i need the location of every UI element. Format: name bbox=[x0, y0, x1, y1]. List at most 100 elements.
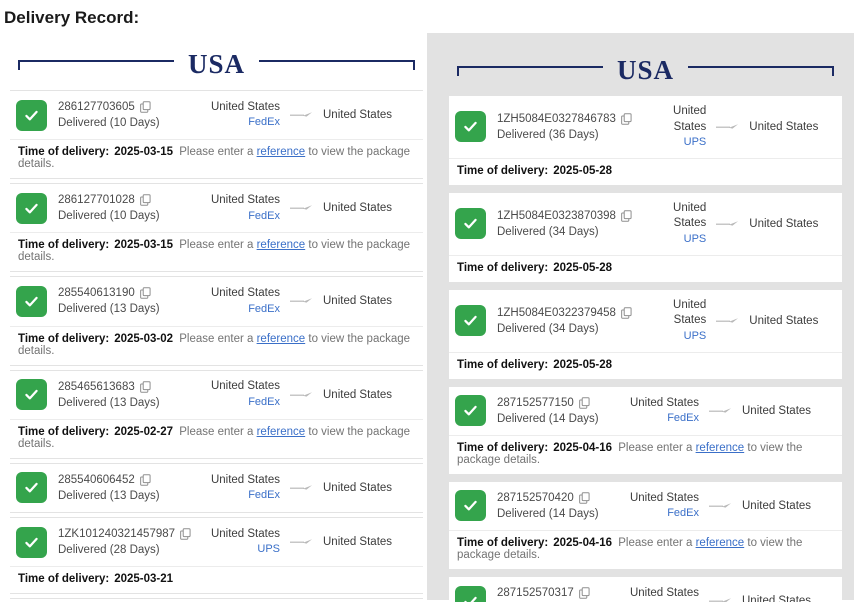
tracking-row: 285465613683 Delivered (13 Days) United … bbox=[10, 371, 423, 419]
reference-link[interactable]: reference bbox=[695, 441, 745, 454]
delivery-date: 2025-03-15 bbox=[114, 239, 174, 252]
destination-country: United States bbox=[323, 536, 393, 549]
tracking-info: 1ZH5084E0322379458 Delivered (34 Days) bbox=[497, 305, 632, 337]
delivery-entry: 286127701028 Delivered (10 Days) United … bbox=[10, 183, 423, 273]
delivery-entry: 287152577150 Delivered (14 Days) United … bbox=[449, 386, 842, 474]
delivery-status: Delivered (10 Days) bbox=[58, 117, 160, 130]
delivery-date: 2025-03-21 bbox=[114, 573, 174, 586]
tracking-info: 1ZH5084E0327846783 Delivered (36 Days) bbox=[497, 111, 632, 143]
reference-note: Please enter a reference to view the pac… bbox=[18, 426, 410, 450]
carrier-link[interactable]: FedEx bbox=[248, 489, 280, 502]
copy-icon[interactable] bbox=[578, 587, 590, 599]
reference-link[interactable]: reference bbox=[256, 425, 306, 438]
delivered-check-icon bbox=[455, 305, 486, 337]
route: United States FedEx United States bbox=[211, 286, 415, 316]
delivery-date: 2025-04-16 bbox=[553, 537, 613, 549]
tracking-row: 287152577150 Delivered (14 Days) United … bbox=[449, 387, 842, 435]
reference-link[interactable]: reference bbox=[695, 537, 745, 549]
delivery-date: 2025-03-02 bbox=[114, 332, 174, 345]
carrier-link[interactable]: UPS bbox=[683, 136, 707, 149]
tracking-row: 287152570317 Delivered (13 Days) United … bbox=[449, 577, 842, 602]
carrier-link[interactable]: FedEx bbox=[248, 395, 280, 408]
copy-icon[interactable] bbox=[621, 113, 632, 125]
time-of-delivery-row: Time of delivery: 2025-03-21 bbox=[10, 566, 423, 593]
carrier-link[interactable]: UPS bbox=[257, 543, 280, 556]
route: United States FedEx United States bbox=[630, 491, 834, 521]
copy-icon[interactable] bbox=[578, 396, 590, 409]
delivery-date: 2025-03-15 bbox=[114, 146, 174, 159]
copy-icon[interactable] bbox=[621, 210, 632, 222]
time-of-delivery-label: Time of delivery: bbox=[457, 441, 549, 454]
route: United States UPS United States bbox=[211, 527, 415, 557]
reference-link[interactable]: reference bbox=[256, 239, 306, 252]
tracking-number: 287152570317 bbox=[497, 587, 574, 599]
delivery-status: Delivered (13 Days) bbox=[58, 489, 160, 502]
delivery-date: 2025-05-28 bbox=[553, 261, 613, 274]
carrier-link[interactable]: FedEx bbox=[248, 209, 280, 222]
reference-note: Please enter a reference to view the pac… bbox=[457, 442, 802, 466]
tracking-row: 286127703605 Delivered (10 Days) United … bbox=[10, 91, 423, 139]
route: United States UPS United States bbox=[643, 201, 834, 247]
tracking-number: 285540613190 bbox=[58, 287, 135, 300]
destination-country: United States bbox=[742, 404, 812, 417]
time-of-delivery-label: Time of delivery: bbox=[18, 239, 110, 252]
route-arrow-icon bbox=[708, 497, 733, 515]
origin-country: United States bbox=[673, 201, 707, 230]
reference-note: Please enter a reference to view the pac… bbox=[457, 537, 802, 561]
copy-icon[interactable] bbox=[621, 306, 632, 319]
carrier-link[interactable]: UPS bbox=[683, 232, 707, 245]
panel-title: USA bbox=[617, 55, 675, 85]
carrier-link[interactable]: FedEx bbox=[248, 116, 280, 129]
delivery-status: Delivered (34 Days) bbox=[497, 225, 599, 238]
route-arrow-icon bbox=[289, 199, 314, 217]
copy-icon[interactable] bbox=[139, 287, 151, 300]
copy-icon[interactable] bbox=[139, 380, 151, 393]
tracking-number: 287152577150 bbox=[497, 396, 574, 409]
copy-icon[interactable] bbox=[139, 474, 151, 486]
delivered-check-icon bbox=[455, 585, 486, 602]
tracking-info: 286127703605 Delivered (10 Days) bbox=[58, 99, 160, 131]
reference-link[interactable]: reference bbox=[256, 146, 306, 159]
carrier-link[interactable]: UPS bbox=[683, 329, 707, 342]
route: United States FedEx United States bbox=[211, 100, 415, 130]
copy-icon[interactable] bbox=[139, 194, 151, 206]
time-of-delivery-row: Time of delivery: 2025-05-28 bbox=[449, 254, 842, 282]
reference-note-suffix: to view the package details. bbox=[18, 146, 411, 171]
reference-link[interactable]: reference bbox=[256, 332, 306, 345]
tracking-row: 1ZH5084E0327846783 Delivered (36 Days) U… bbox=[449, 96, 842, 158]
reference-note-prefix: Please enter a bbox=[179, 239, 254, 252]
delivery-entry: 1ZH5084E0322379458 Delivered (34 Days) U… bbox=[449, 289, 842, 379]
route-arrow-icon bbox=[289, 386, 314, 404]
time-of-delivery-row: Time of delivery: 2025-03-15 Please enter… bbox=[10, 139, 423, 178]
destination-country: United States bbox=[323, 109, 393, 122]
time-of-delivery-label: Time of delivery: bbox=[18, 146, 110, 159]
copy-icon[interactable] bbox=[180, 528, 191, 540]
carrier-link[interactable]: FedEx bbox=[667, 412, 699, 425]
carrier-link[interactable]: FedEx bbox=[248, 302, 280, 315]
time-of-delivery-row: Time of delivery: 2025-05-28 bbox=[449, 351, 842, 379]
route: United States FedEx United States bbox=[211, 193, 415, 223]
copy-icon[interactable] bbox=[578, 492, 590, 504]
tracking-row: 1ZH5084E0322379458 Delivered (34 Days) U… bbox=[449, 290, 842, 352]
time-of-delivery-row: Time of delivery: 2025-02-27 Please enter… bbox=[10, 418, 423, 458]
origin-country: United States bbox=[210, 380, 280, 393]
delivered-check-icon bbox=[455, 490, 486, 522]
delivered-check-icon bbox=[16, 99, 47, 131]
route: United States FedEx United States bbox=[211, 473, 415, 503]
time-of-delivery-label: Time of delivery: bbox=[457, 537, 549, 549]
tracking-number: 286127703605 bbox=[58, 101, 135, 113]
tracking-number: 287152570420 bbox=[497, 491, 574, 504]
delivered-check-icon bbox=[16, 472, 47, 504]
carrier-link[interactable]: FedEx bbox=[667, 507, 699, 520]
time-of-delivery-label: Time of delivery: bbox=[18, 425, 110, 438]
origin-country: United States bbox=[210, 100, 280, 113]
destination-country: United States bbox=[323, 388, 393, 401]
reference-note-prefix: Please enter a bbox=[179, 332, 254, 345]
destination-country: United States bbox=[749, 314, 819, 327]
route-arrow-icon bbox=[289, 533, 314, 551]
tracking-info: 285465613683 Delivered (13 Days) bbox=[58, 379, 160, 411]
copy-icon[interactable] bbox=[139, 101, 151, 113]
origin-country: United States bbox=[210, 527, 280, 540]
tracking-info: 287152570317 Delivered (13 Days) bbox=[497, 585, 599, 602]
delivery-entry: 287152570420 Delivered (14 Days) United … bbox=[449, 481, 842, 569]
